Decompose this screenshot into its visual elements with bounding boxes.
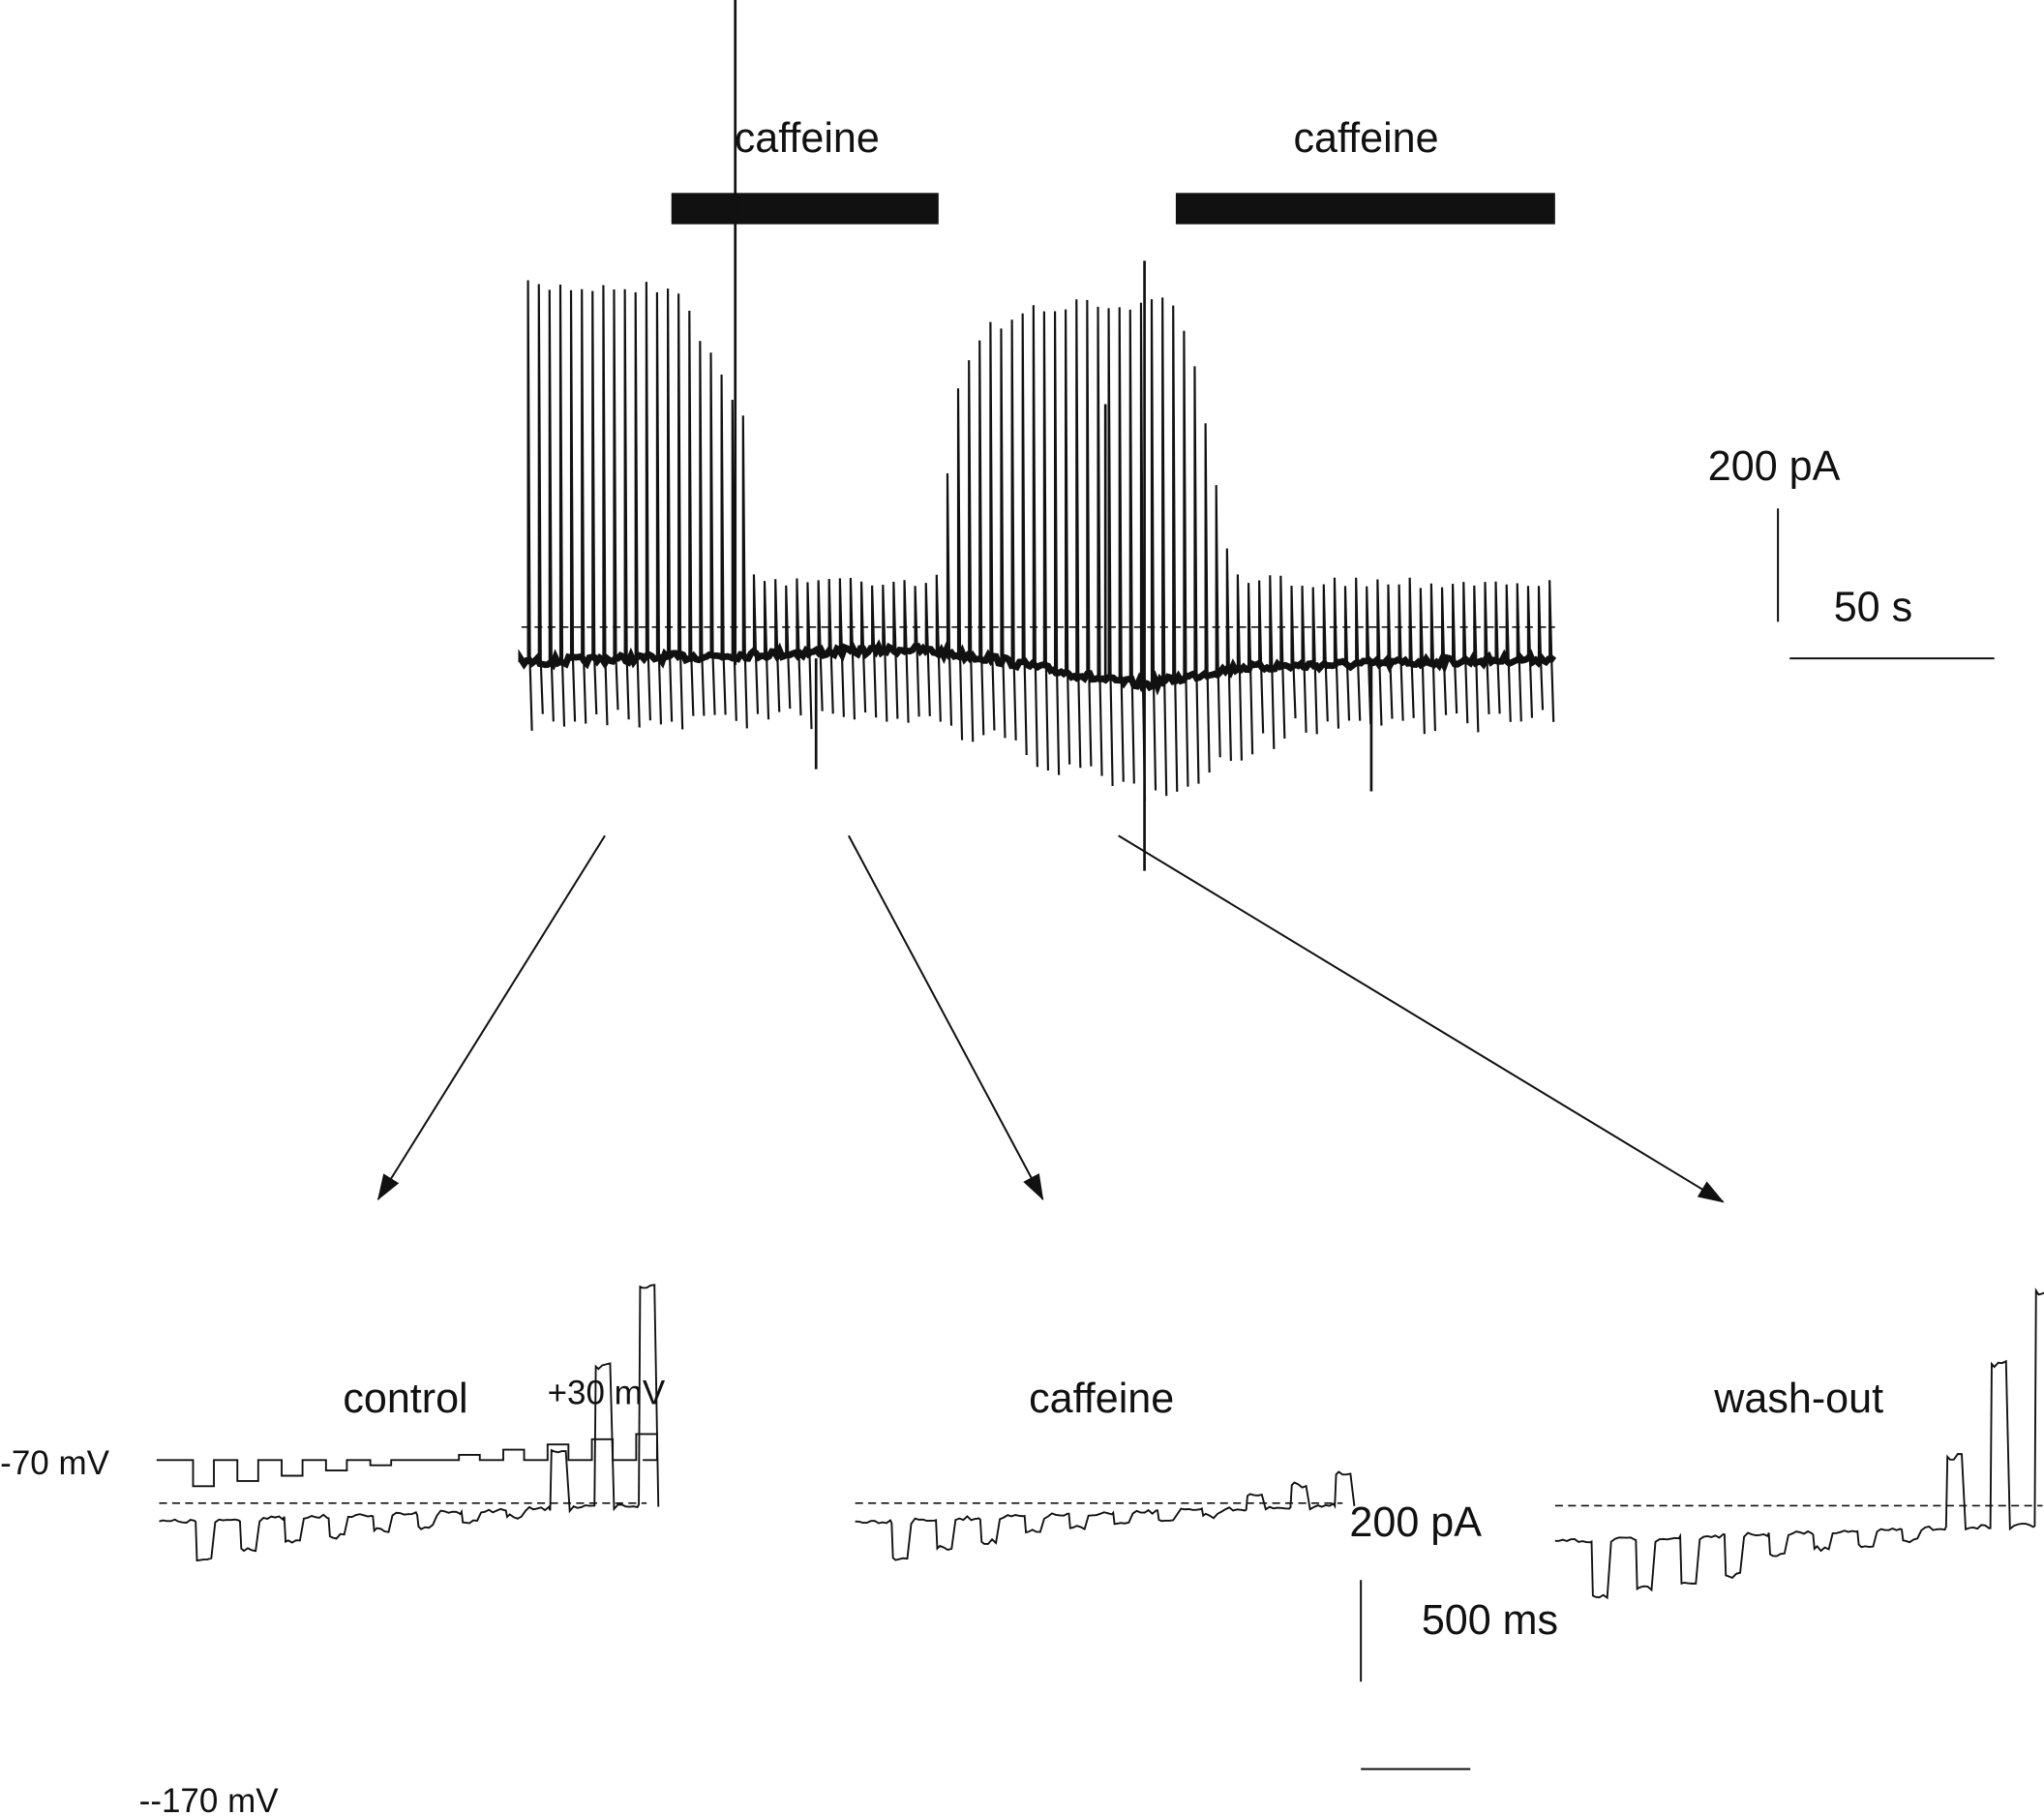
scale-label: 200 pA	[1708, 443, 1841, 490]
arrow	[847, 834, 1044, 1201]
treatment-label: caffeine	[735, 115, 880, 162]
panel-label: wash-out	[1713, 1376, 1883, 1422]
voltage-protocol	[156, 1433, 658, 1488]
application-bar	[671, 193, 939, 225]
voltage-label: +30 mV	[548, 1374, 666, 1411]
voltage-label: --170 mV	[139, 1782, 280, 1816]
panel-label: caffeine	[1029, 1376, 1174, 1422]
application-bar	[1175, 193, 1555, 225]
scale-label: 200 pA	[1349, 1499, 1482, 1546]
current-sweep	[159, 1284, 660, 1562]
scale-label: 500 ms	[1422, 1597, 1558, 1644]
current-sweep	[1554, 1287, 2044, 1600]
baseline-trace	[518, 639, 1557, 696]
voltage-label: -70 mV	[0, 1444, 109, 1482]
arrow	[376, 834, 606, 1201]
current-trace	[526, 280, 1555, 802]
scale-label: 50 s	[1834, 585, 1912, 631]
panel-label: control	[343, 1376, 467, 1422]
current-sweep	[855, 1470, 1356, 1561]
arrow	[1118, 834, 1725, 1203]
treatment-label: caffeine	[1293, 115, 1438, 162]
